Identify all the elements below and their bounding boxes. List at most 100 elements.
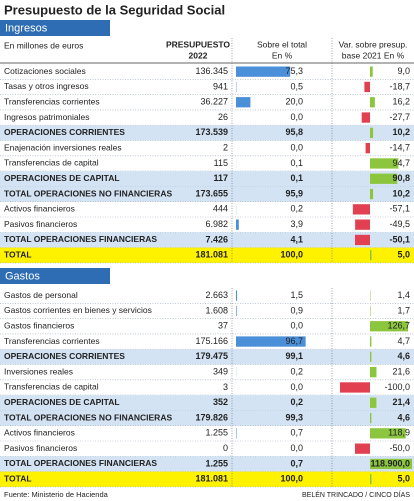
budget: 181.081 bbox=[195, 474, 228, 484]
change-bar bbox=[364, 81, 370, 93]
col-head: base 2021 En % bbox=[342, 50, 405, 60]
change-bar bbox=[355, 443, 370, 454]
row-label: Transferencias corrientes bbox=[4, 336, 100, 346]
budget: 175.166 bbox=[195, 336, 228, 346]
row-label: Inversiones reales bbox=[4, 366, 73, 376]
share: 0,0 bbox=[290, 443, 303, 453]
total-bg bbox=[0, 471, 414, 487]
change: 118.900,0 bbox=[370, 458, 410, 468]
share: 96,7 bbox=[285, 336, 303, 346]
share-bar bbox=[236, 66, 291, 77]
budget: 115 bbox=[214, 158, 228, 168]
row-label: OPERACIONES DE CAPITAL bbox=[4, 173, 120, 183]
budget: 179.475 bbox=[195, 351, 228, 361]
change: -50,1 bbox=[389, 234, 410, 244]
budget: 2.663 bbox=[205, 290, 228, 300]
share: 0,5 bbox=[290, 81, 303, 91]
change: 10,2 bbox=[392, 127, 410, 137]
budget: 352 bbox=[213, 397, 228, 407]
subtotal-bg bbox=[0, 456, 414, 472]
row-label: Activos financieros bbox=[4, 204, 75, 214]
change: 16,2 bbox=[392, 97, 410, 107]
row-label: Ingresos patrimoniales bbox=[4, 112, 90, 122]
share: 3,9 bbox=[290, 219, 303, 229]
change: 5,0 bbox=[397, 474, 410, 484]
change: 10,2 bbox=[392, 188, 410, 198]
section-band bbox=[0, 268, 110, 284]
share-bar bbox=[236, 305, 237, 317]
share: 0,0 bbox=[290, 112, 303, 122]
row-label: Pasivos financieros bbox=[4, 443, 77, 453]
share-bar bbox=[236, 97, 251, 108]
share: 0,1 bbox=[290, 158, 303, 168]
change: 4,6 bbox=[397, 351, 410, 361]
subtotal-bg bbox=[0, 232, 414, 248]
share: 99,1 bbox=[285, 351, 303, 361]
share-bar bbox=[236, 290, 238, 301]
share: 95,9 bbox=[285, 188, 303, 198]
row-label: TOTAL OPERACIONES NO FINANCIERAS bbox=[4, 188, 172, 198]
change: 21,6 bbox=[392, 367, 410, 377]
change-bar bbox=[370, 367, 377, 378]
total-bg bbox=[0, 247, 414, 263]
row-label: Enajenación inversiones reales bbox=[4, 142, 122, 152]
budget: 117 bbox=[213, 173, 228, 183]
row-label: Transferencias corrientes bbox=[4, 97, 100, 107]
change: 1,4 bbox=[397, 290, 410, 300]
change: 4,7 bbox=[397, 336, 410, 346]
budget: 1.608 bbox=[205, 305, 228, 315]
budget: 7.426 bbox=[205, 234, 228, 244]
row-label: OPERACIONES CORRIENTES bbox=[4, 351, 125, 361]
change-bar bbox=[370, 173, 398, 184]
change-bar bbox=[370, 97, 375, 108]
budget: 2 bbox=[223, 143, 228, 153]
title: Presupuesto de la Seguridad Social bbox=[4, 2, 225, 17]
share: 0,9 bbox=[290, 305, 303, 315]
row-label: TOTAL bbox=[4, 250, 32, 260]
share-bar bbox=[236, 219, 239, 230]
change-bar bbox=[370, 188, 374, 200]
change: -14,7 bbox=[389, 143, 410, 153]
col-head: PRESUPUESTO bbox=[166, 39, 230, 49]
change-bar bbox=[370, 397, 377, 408]
share: 75,3 bbox=[285, 66, 303, 76]
budget: 0 bbox=[223, 443, 228, 453]
section-title: Ingresos bbox=[5, 22, 48, 34]
change: 1,7 bbox=[397, 305, 410, 315]
share-bar bbox=[236, 428, 237, 439]
share: 100,0 bbox=[280, 474, 303, 484]
row-label: TOTAL OPERACIONES FINANCIERAS bbox=[4, 458, 157, 468]
credit: BELÉN TRINCADO / CINCO DÍAS bbox=[302, 490, 410, 499]
change-bar bbox=[370, 305, 371, 317]
change-bar bbox=[361, 112, 370, 123]
row-label: TOTAL OPERACIONES NO FINANCIERAS bbox=[4, 412, 172, 422]
change: -49,5 bbox=[389, 219, 410, 229]
share: 0,2 bbox=[290, 367, 303, 377]
row-label: OPERACIONES CORRIENTES bbox=[4, 127, 125, 137]
budget: 37 bbox=[218, 321, 228, 331]
source: Fuente: Ministerio de Hacienda bbox=[4, 490, 109, 499]
budget: 136.345 bbox=[195, 66, 228, 76]
subtotal-bg bbox=[0, 395, 414, 411]
budget: 179.826 bbox=[195, 412, 228, 422]
share-bar bbox=[236, 336, 306, 347]
row-label: Gastos financieros bbox=[4, 321, 74, 331]
change-bar bbox=[365, 143, 370, 154]
col-head: 2022 bbox=[189, 50, 208, 60]
subtotal-bg bbox=[0, 410, 414, 426]
row-label: TOTAL bbox=[4, 474, 32, 484]
budget: 1.255 bbox=[205, 458, 228, 468]
change-bar bbox=[370, 458, 412, 470]
share: 4,1 bbox=[290, 234, 303, 244]
row-label: Tasas y otros ingresos bbox=[4, 81, 89, 91]
budget: 349 bbox=[213, 367, 228, 377]
change: 118,9 bbox=[388, 428, 410, 438]
subtotal-bg bbox=[0, 349, 414, 365]
row-label: Cotizaciones sociales bbox=[4, 66, 86, 76]
section-band bbox=[0, 20, 110, 36]
row-label: Transferencias de capital bbox=[4, 382, 99, 392]
change-bar bbox=[340, 382, 370, 393]
change: -50,0 bbox=[389, 443, 410, 453]
change: -57,1 bbox=[389, 204, 410, 214]
